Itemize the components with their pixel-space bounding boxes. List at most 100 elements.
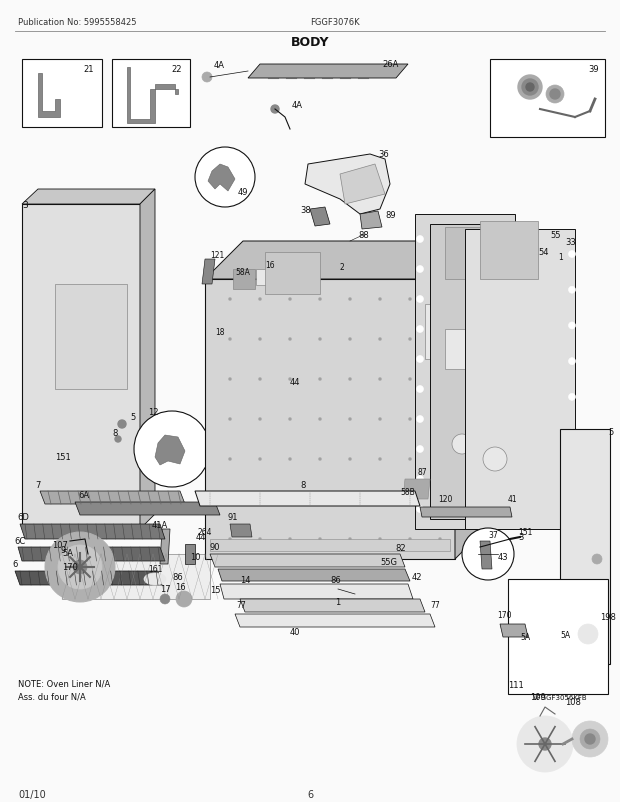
Circle shape — [66, 537, 74, 545]
Circle shape — [409, 538, 411, 541]
Polygon shape — [195, 492, 420, 506]
Text: 38: 38 — [300, 206, 311, 215]
Circle shape — [439, 338, 441, 341]
Text: BODY: BODY — [291, 36, 329, 49]
Circle shape — [592, 554, 602, 565]
Text: 44: 44 — [196, 533, 206, 541]
Circle shape — [417, 416, 423, 423]
Circle shape — [319, 498, 321, 500]
Circle shape — [439, 419, 441, 421]
Circle shape — [539, 738, 551, 750]
Text: 5A: 5A — [560, 630, 570, 639]
Circle shape — [475, 294, 485, 305]
Polygon shape — [15, 571, 162, 585]
Circle shape — [379, 538, 381, 541]
Text: FGGF3076K: FGGF3076K — [310, 18, 360, 27]
Text: 6: 6 — [307, 789, 313, 799]
Circle shape — [439, 379, 441, 381]
Circle shape — [534, 433, 541, 440]
Circle shape — [569, 358, 575, 365]
Circle shape — [417, 386, 423, 393]
Text: 17: 17 — [160, 585, 171, 593]
Circle shape — [259, 379, 261, 381]
Polygon shape — [155, 435, 185, 465]
Polygon shape — [465, 229, 575, 529]
Text: 9: 9 — [60, 545, 65, 554]
Circle shape — [319, 538, 321, 541]
Circle shape — [379, 298, 381, 301]
Bar — [425, 305, 485, 359]
Text: VFGGF3056KFB: VFGGF3056KFB — [533, 695, 587, 700]
Polygon shape — [310, 208, 330, 227]
Text: 170: 170 — [62, 562, 78, 571]
Polygon shape — [340, 164, 385, 205]
Text: 121: 121 — [210, 251, 224, 260]
Circle shape — [409, 419, 411, 421]
Circle shape — [289, 538, 291, 541]
Circle shape — [417, 326, 423, 333]
Polygon shape — [230, 525, 252, 537]
Circle shape — [229, 379, 231, 381]
Circle shape — [569, 501, 575, 508]
Circle shape — [534, 246, 541, 253]
Text: 3: 3 — [22, 200, 28, 210]
Text: 6A: 6A — [78, 490, 89, 500]
Text: 41: 41 — [508, 494, 518, 504]
Circle shape — [534, 309, 541, 316]
Circle shape — [417, 296, 423, 303]
Circle shape — [319, 419, 321, 421]
Text: 55G: 55G — [380, 557, 397, 566]
Text: 58A: 58A — [235, 268, 250, 277]
Bar — [490, 60, 605, 138]
Text: 1: 1 — [558, 253, 563, 261]
Circle shape — [379, 498, 381, 500]
Circle shape — [349, 419, 351, 421]
Circle shape — [550, 90, 560, 100]
Text: Ass. du four N/A: Ass. du four N/A — [18, 692, 86, 701]
Circle shape — [259, 298, 261, 301]
Text: 107: 107 — [52, 541, 68, 549]
Text: 90: 90 — [210, 542, 221, 551]
Circle shape — [115, 436, 121, 443]
Text: 40: 40 — [290, 627, 301, 636]
Circle shape — [349, 458, 351, 460]
Text: 12: 12 — [148, 407, 159, 416]
Polygon shape — [140, 190, 155, 529]
Bar — [445, 330, 493, 370]
Circle shape — [417, 266, 423, 273]
Circle shape — [229, 298, 231, 301]
Text: 5: 5 — [608, 427, 613, 436]
Circle shape — [417, 446, 423, 453]
Text: 2: 2 — [340, 263, 345, 272]
Circle shape — [409, 458, 411, 460]
Circle shape — [409, 498, 411, 500]
Circle shape — [439, 458, 441, 460]
Text: 58B: 58B — [400, 488, 415, 496]
Circle shape — [349, 538, 351, 541]
Circle shape — [319, 298, 321, 301]
Text: 16: 16 — [265, 261, 275, 269]
Circle shape — [534, 496, 541, 503]
Circle shape — [569, 287, 575, 294]
Polygon shape — [205, 241, 493, 280]
Circle shape — [439, 298, 441, 301]
Circle shape — [289, 419, 291, 421]
Text: 7: 7 — [35, 480, 40, 489]
Circle shape — [319, 338, 321, 341]
Circle shape — [534, 464, 541, 472]
Circle shape — [349, 298, 351, 301]
Bar — [233, 269, 255, 290]
Text: 170: 170 — [497, 610, 511, 619]
Text: 18: 18 — [215, 327, 224, 337]
Polygon shape — [210, 539, 450, 551]
Circle shape — [58, 545, 102, 589]
Polygon shape — [210, 554, 405, 567]
Circle shape — [409, 298, 411, 301]
Text: 54: 54 — [538, 248, 549, 257]
Text: 37: 37 — [488, 530, 498, 539]
Text: 41A: 41A — [152, 520, 168, 529]
Circle shape — [379, 458, 381, 460]
Text: 5: 5 — [130, 412, 135, 422]
Text: 264: 264 — [198, 528, 213, 537]
Text: 120: 120 — [438, 494, 453, 504]
